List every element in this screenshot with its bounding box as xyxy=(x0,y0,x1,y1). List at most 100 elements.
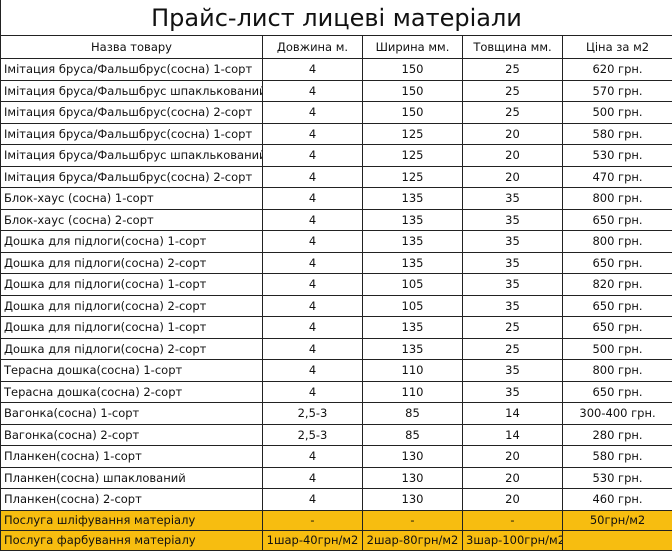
cell-width: 85 xyxy=(362,423,463,446)
cell-name: Дошка для підлоги(сосна) 1-сорт xyxy=(0,230,263,253)
cell-thickness: 14 xyxy=(462,423,563,446)
cell-thickness: 25 xyxy=(462,337,563,360)
cell-name: Імітация бруса/Фальшбрус(сосна) 1-сорт xyxy=(0,122,263,145)
cell-length: 4 xyxy=(262,359,363,382)
cell-name: Планкен(сосна) шпаклований xyxy=(0,466,263,489)
cell-length: 4 xyxy=(262,58,363,81)
cell-price: 650 грн. xyxy=(561,208,672,231)
table-row: Дошка для підлоги(сосна) 2-сорт 4 135 25 500… xyxy=(0,337,672,360)
column-header-price: Ціна за м2 xyxy=(561,35,672,59)
cell-price xyxy=(561,529,672,551)
cell-length: 1шар-40грн/м2 xyxy=(262,529,363,551)
cell-length: 4 xyxy=(262,488,363,511)
cell-thickness: 20 xyxy=(462,122,563,145)
column-header-thickness: Товщина мм. xyxy=(462,35,563,59)
table-row: Дошка для підлоги(сосна) 1-сорт 4 135 25 650… xyxy=(0,316,672,339)
cell-width: 85 xyxy=(362,402,463,425)
cell-length: 4 xyxy=(262,230,363,253)
table-row: Планкен(сосна) 1-сорт 4 130 20 580 грн. xyxy=(0,445,672,468)
cell-thickness: 35 xyxy=(462,273,563,296)
cell-price: 570 грн. xyxy=(561,79,672,102)
cell-name: Вагонка(сосна) 2-сорт xyxy=(0,423,263,446)
table-row: Планкен(сосна) шпаклований 4 130 20 530 грн. xyxy=(0,466,672,489)
cell-width: 110 xyxy=(362,380,463,403)
cell-name: Дошка для підлоги(сосна) 2-сорт xyxy=(0,294,263,317)
cell-thickness: 3шар-100грн/м2 xyxy=(462,529,563,551)
cell-price: 470 грн. xyxy=(561,165,672,188)
table-row: Дошка для підлоги(сосна) 1-сорт 4 105 35 820… xyxy=(0,273,672,296)
table-row: Блок-хаус (сосна) 2-сорт 4 135 35 650 грн. xyxy=(0,208,672,231)
cell-length: 4 xyxy=(262,144,363,167)
cell-price: 620 грн. xyxy=(561,58,672,81)
cell-price: 500 грн. xyxy=(561,101,672,124)
cell-length: 4 xyxy=(262,380,363,403)
cell-length: 4 xyxy=(262,165,363,188)
cell-width: 130 xyxy=(362,488,463,511)
cell-length: - xyxy=(262,509,363,531)
cell-name: Імітация бруса/Фальшбрус(сосна) 2-сорт xyxy=(0,165,263,188)
cell-width: 110 xyxy=(362,359,463,382)
service-row: Послуга шліфування матеріалу - - -50грн/м2 xyxy=(0,509,672,531)
cell-name: Імітация бруса/Фальшбрус(сосна) 2-сорт xyxy=(0,101,263,124)
cell-width: 2шар-80грн/м2 xyxy=(362,529,463,551)
cell-width: 135 xyxy=(362,208,463,231)
cell-thickness: 14 xyxy=(462,402,563,425)
cell-price: 580 грн. xyxy=(561,122,672,145)
table-row: Імітация бруса/Фальшбрус шпаклькований 4 1… xyxy=(0,79,672,102)
cell-price: 460 грн. xyxy=(561,488,672,511)
cell-thickness: 35 xyxy=(462,208,563,231)
cell-width: 105 xyxy=(362,273,463,296)
cell-name: Дошка для підлоги(сосна) 2-сорт xyxy=(0,251,263,274)
cell-name: Послуга шліфування матеріалу xyxy=(0,509,263,531)
cell-thickness: 25 xyxy=(462,79,563,102)
cell-thickness: 35 xyxy=(462,251,563,274)
cell-name: Терасна дошка(сосна) 2-сорт xyxy=(0,380,263,403)
column-header-length: Довжина м. xyxy=(262,35,363,59)
cell-width: 125 xyxy=(362,122,463,145)
cell-length: 4 xyxy=(262,122,363,145)
cell-name: Планкен(сосна) 1-сорт xyxy=(0,445,263,468)
cell-length: 4 xyxy=(262,445,363,468)
cell-name: Терасна дошка(сосна) 1-сорт xyxy=(0,359,263,382)
cell-price: 650 грн. xyxy=(561,380,672,403)
table-row: Вагонка(сосна) 1-сорт 2,5-3 85 14 300-400 гр… xyxy=(0,402,672,425)
cell-name: Послуга фарбування матеріалу xyxy=(0,529,263,551)
cell-width: 135 xyxy=(362,230,463,253)
column-header-width: Ширина мм. xyxy=(362,35,463,59)
cell-thickness: 35 xyxy=(462,187,563,210)
cell-price: 800 грн. xyxy=(561,230,672,253)
table-row: Дошка для підлоги(сосна) 2-сорт 4 105 35 650… xyxy=(0,294,672,317)
service-row: Послуга фарбування матеріалу 1шар-40грн/м… xyxy=(0,529,672,551)
cell-length: 4 xyxy=(262,294,363,317)
cell-price: 820 грн. xyxy=(561,273,672,296)
cell-width: 130 xyxy=(362,445,463,468)
cell-width: 135 xyxy=(362,187,463,210)
table-row: Планкен(сосна) 2-сорт 4 130 20 460 грн. xyxy=(0,488,672,511)
cell-price: 650 грн. xyxy=(561,294,672,317)
cell-thickness: 35 xyxy=(462,359,563,382)
cell-name: Імітация бруса/Фальшбрус шпаклькований xyxy=(0,79,263,102)
cell-length: 4 xyxy=(262,101,363,124)
table-row: Імітация бруса/Фальшбрус(сосна) 1-сорт 4 1… xyxy=(0,122,672,145)
cell-price: 280 грн. xyxy=(561,423,672,446)
cell-name: Дошка для підлоги(сосна) 1-сорт xyxy=(0,273,263,296)
cell-name: Вагонка(сосна) 1-сорт xyxy=(0,402,263,425)
cell-thickness: 35 xyxy=(462,294,563,317)
table-row: Вагонка(сосна) 2-сорт 2,5-3 85 14 280 грн. xyxy=(0,423,672,446)
cell-thickness: 20 xyxy=(462,445,563,468)
column-header-name: Назва товару xyxy=(0,35,263,59)
cell-thickness: 25 xyxy=(462,101,563,124)
cell-name: Планкен(сосна) 2-сорт xyxy=(0,488,263,511)
table-row: Імітация бруса/Фальшбрус шпаклькований 4 1… xyxy=(0,144,672,167)
cell-name: Дошка для підлоги(сосна) 1-сорт xyxy=(0,316,263,339)
cell-name: Блок-хаус (сосна) 1-сорт xyxy=(0,187,263,210)
cell-width: 130 xyxy=(362,466,463,489)
cell-price: 500 грн. xyxy=(561,337,672,360)
cell-width: - xyxy=(362,509,463,531)
cell-thickness: - xyxy=(462,509,563,531)
cell-width: 135 xyxy=(362,316,463,339)
table-row: Блок-хаус (сосна) 1-сорт 4 135 35 800 грн. xyxy=(0,187,672,210)
table-row: Терасна дошка(сосна) 2-сорт 4 110 35 650 грн… xyxy=(0,380,672,403)
cell-length: 4 xyxy=(262,273,363,296)
cell-thickness: 20 xyxy=(462,165,563,188)
